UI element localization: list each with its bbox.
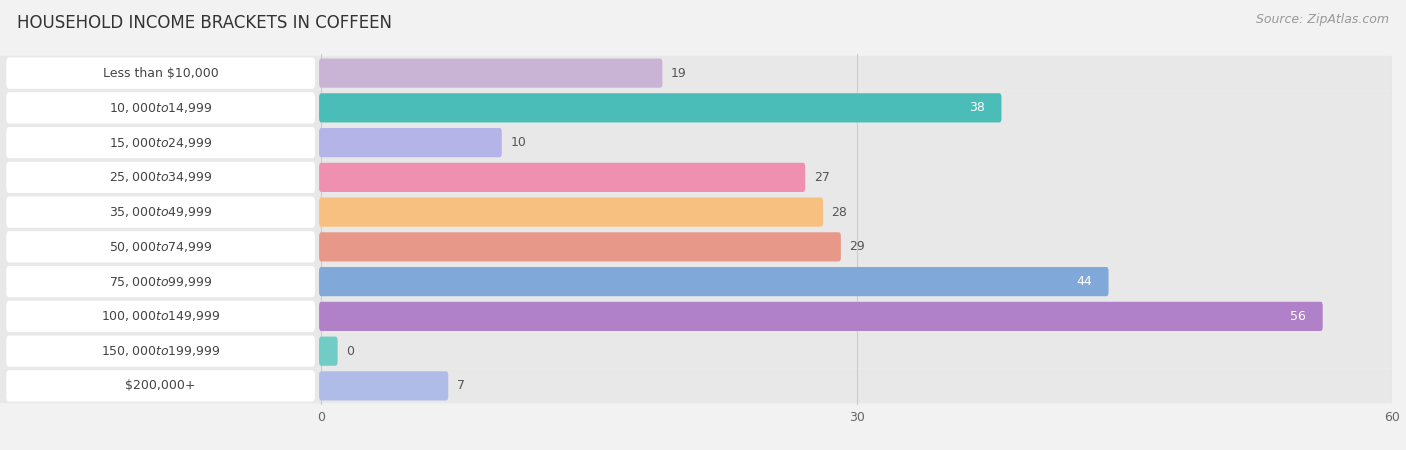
FancyBboxPatch shape [6,266,315,297]
Text: $25,000 to $34,999: $25,000 to $34,999 [108,171,212,184]
FancyBboxPatch shape [0,369,1392,403]
Text: $150,000 to $199,999: $150,000 to $199,999 [101,344,221,358]
FancyBboxPatch shape [319,58,662,88]
FancyBboxPatch shape [319,93,1001,122]
Text: 28: 28 [831,206,848,219]
FancyBboxPatch shape [319,198,823,227]
FancyBboxPatch shape [6,231,315,262]
Text: 29: 29 [849,240,865,253]
Text: Less than $10,000: Less than $10,000 [103,67,218,80]
FancyBboxPatch shape [0,264,1392,299]
FancyBboxPatch shape [319,267,1108,296]
Text: $50,000 to $74,999: $50,000 to $74,999 [108,240,212,254]
Text: HOUSEHOLD INCOME BRACKETS IN COFFEEN: HOUSEHOLD INCOME BRACKETS IN COFFEEN [17,14,392,32]
FancyBboxPatch shape [6,92,315,123]
FancyBboxPatch shape [0,90,1392,125]
FancyBboxPatch shape [319,163,806,192]
Text: 7: 7 [457,379,465,392]
Text: 56: 56 [1291,310,1306,323]
FancyBboxPatch shape [319,232,841,261]
FancyBboxPatch shape [6,58,315,89]
FancyBboxPatch shape [6,336,315,367]
FancyBboxPatch shape [6,370,315,401]
FancyBboxPatch shape [6,162,315,193]
Text: $100,000 to $149,999: $100,000 to $149,999 [101,310,221,324]
Text: $200,000+: $200,000+ [125,379,195,392]
Text: Source: ZipAtlas.com: Source: ZipAtlas.com [1256,14,1389,27]
FancyBboxPatch shape [319,371,449,400]
Text: 38: 38 [969,101,986,114]
FancyBboxPatch shape [6,197,315,228]
FancyBboxPatch shape [319,128,502,157]
FancyBboxPatch shape [0,230,1392,264]
Text: 0: 0 [346,345,354,358]
Text: 44: 44 [1077,275,1092,288]
Text: 10: 10 [510,136,526,149]
FancyBboxPatch shape [6,301,315,332]
Text: $35,000 to $49,999: $35,000 to $49,999 [108,205,212,219]
FancyBboxPatch shape [319,337,337,366]
FancyBboxPatch shape [0,56,1392,90]
Text: 27: 27 [814,171,830,184]
Text: 19: 19 [671,67,686,80]
FancyBboxPatch shape [0,195,1392,230]
Text: $15,000 to $24,999: $15,000 to $24,999 [108,135,212,149]
FancyBboxPatch shape [0,160,1392,195]
FancyBboxPatch shape [0,334,1392,369]
FancyBboxPatch shape [319,302,1323,331]
Text: $10,000 to $14,999: $10,000 to $14,999 [108,101,212,115]
FancyBboxPatch shape [6,127,315,158]
FancyBboxPatch shape [0,125,1392,160]
Text: $75,000 to $99,999: $75,000 to $99,999 [108,274,212,288]
FancyBboxPatch shape [0,299,1392,334]
